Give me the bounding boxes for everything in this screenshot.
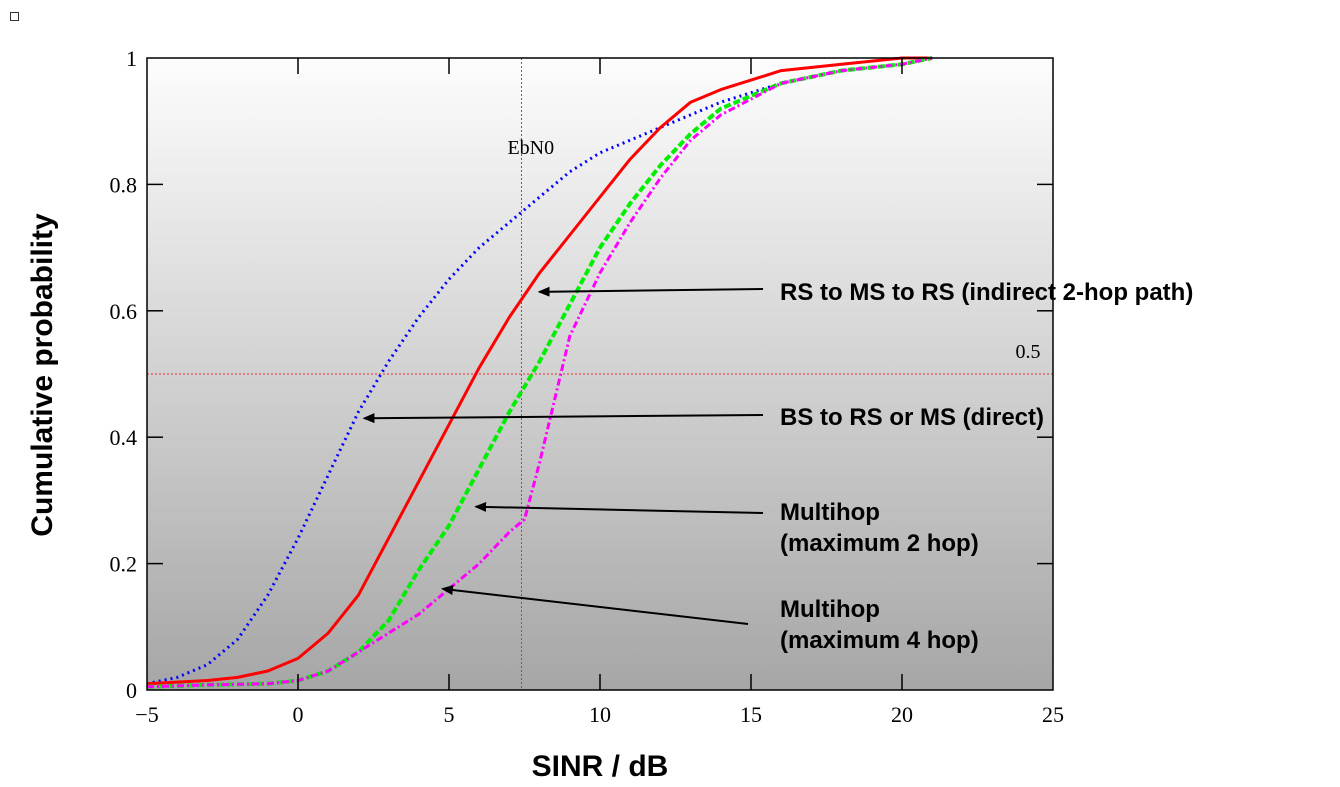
series-line-2	[146, 56, 933, 686]
y-tick-label: 0.4	[110, 425, 138, 450]
ref-label-horizontal: 0.5	[1016, 341, 1041, 363]
series-layer	[146, 56, 933, 689]
annotation-label: RS to MS to RS (indirect 2-hop path)	[780, 279, 1193, 306]
series-line-1	[146, 62, 903, 686]
x-tick-label: 25	[1042, 702, 1064, 727]
annotation-label: Multihop (maximum 2 hop)	[780, 499, 979, 557]
ref-label-vertical: EbN0	[507, 137, 554, 159]
series-line-4	[146, 56, 933, 689]
corner-box-glyph	[10, 12, 19, 21]
reference-lines: EbN0 0.5	[147, 58, 1053, 690]
annotation-arrow	[362, 413, 764, 424]
annotations-layer: RS to MS to RS (indirect 2-hop path) BS t…	[362, 279, 1193, 654]
annotation-arrow	[440, 585, 749, 625]
annotation-label: Multihop (maximum 4 hop)	[780, 596, 979, 654]
x-tick-label: 10	[589, 702, 611, 727]
y-tick-label: 1	[126, 46, 137, 71]
annotation-arrow	[474, 501, 764, 514]
annotation-arrow	[537, 286, 764, 297]
y-tick-label: 0.2	[110, 552, 138, 577]
annotation-label: BS to RS or MS (direct)	[780, 404, 1044, 431]
y-tick-label: 0	[126, 678, 137, 703]
y-tick-label: 0.8	[110, 172, 138, 197]
y-axis-title: Cumulative probability	[26, 213, 59, 537]
x-axis-title: SINR / dB	[532, 750, 669, 783]
x-tick-label: 0	[293, 702, 304, 727]
x-tick-label: 5	[444, 702, 455, 727]
x-tick-label: −5	[135, 702, 158, 727]
y-tick-label: 0.6	[110, 299, 138, 324]
x-tick-label: 15	[740, 702, 762, 727]
series-line-3	[146, 56, 933, 689]
x-tick-label: 20	[891, 702, 913, 727]
